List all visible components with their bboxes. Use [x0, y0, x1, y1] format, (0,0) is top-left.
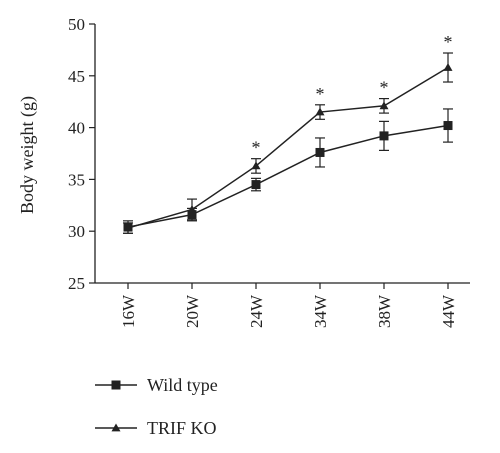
x-tick-label: 20W — [183, 294, 202, 328]
series-line-wild-type — [127, 124, 449, 228]
data-point-wild-type — [379, 131, 389, 141]
legend-marker-trif-ko — [111, 423, 121, 432]
x-tick-label: 16W — [119, 294, 138, 328]
legend-label-trif-ko: TRIF KO — [147, 418, 217, 438]
x-tick-label: 24W — [247, 294, 266, 328]
data-point-trif-ko — [187, 204, 197, 213]
legend: Wild type TRIF KO — [95, 375, 218, 438]
series-line-trif-ko — [127, 66, 449, 229]
significance-star: * — [444, 32, 453, 52]
data-point-wild-type — [443, 121, 453, 131]
y-tick-label: 40 — [68, 119, 85, 138]
data-point-trif-ko — [379, 101, 389, 110]
y-tick-label: 25 — [68, 274, 85, 293]
axes: 25 30 35 40 45 50 16W 20W 24W 34W 38W 44W — [68, 15, 470, 328]
data-point-trif-ko — [315, 107, 325, 116]
y-tick-label: 30 — [68, 222, 85, 241]
y-axis-label: Body weight (g) — [17, 96, 38, 214]
significance-star: * — [252, 138, 261, 158]
x-tick-label: 38W — [375, 294, 394, 328]
y-tick-label: 50 — [68, 15, 85, 34]
legend-marker-wild-type — [111, 380, 121, 390]
data-point-trif-ko — [251, 161, 261, 170]
significance-star: * — [380, 78, 389, 98]
x-tick-label: 34W — [311, 294, 330, 328]
data-point-trif-ko — [443, 63, 453, 71]
legend-item-wild-type: Wild type — [95, 375, 218, 395]
data-point-wild-type — [315, 147, 325, 157]
x-tick-label: 44W — [439, 294, 458, 328]
series-layer — [123, 52, 453, 234]
series-trif-ko — [123, 52, 453, 234]
y-tick-label: 45 — [68, 67, 85, 86]
data-point-wild-type — [251, 180, 261, 190]
annotation-layer: * * * * — [252, 32, 453, 158]
data-point-trif-ko — [123, 223, 133, 232]
significance-star: * — [316, 84, 325, 104]
legend-label-wild-type: Wild type — [147, 375, 218, 395]
y-tick-label: 35 — [68, 170, 85, 189]
legend-item-trif-ko: TRIF KO — [95, 418, 217, 438]
